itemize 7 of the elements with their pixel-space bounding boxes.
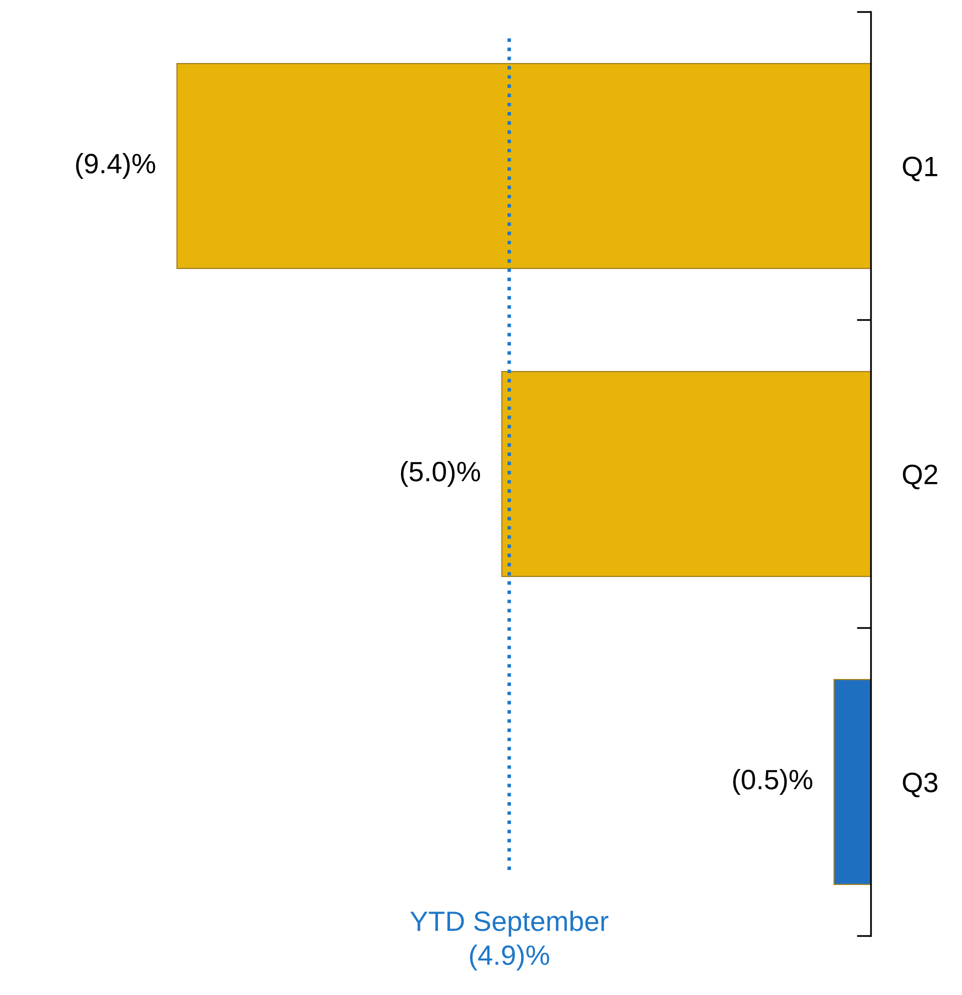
y-tick-label: Q3 [902,772,938,798]
data-label: (9.4)% [76,153,156,179]
data-label: (0.5)% [733,769,812,795]
data-label: (5.0)% [400,461,480,487]
y-tick-label: Q2 [902,464,938,490]
y-tick-label: Q1 [902,156,938,182]
ref-line-label: YTD September (4.9)% [410,910,608,971]
